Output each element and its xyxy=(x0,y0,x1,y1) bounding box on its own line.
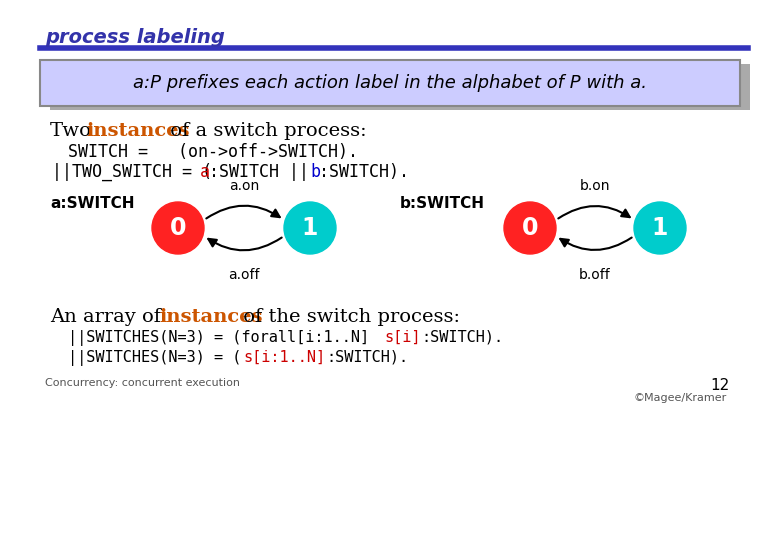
Text: 1: 1 xyxy=(302,216,318,240)
Text: b: b xyxy=(310,163,320,181)
Text: SWITCH =   (on->off->SWITCH).: SWITCH = (on->off->SWITCH). xyxy=(68,143,358,161)
Circle shape xyxy=(504,202,556,254)
Text: s[i:1..N]: s[i:1..N] xyxy=(243,350,325,365)
Text: b.on: b.on xyxy=(580,179,610,193)
Text: :SWITCH).: :SWITCH). xyxy=(326,350,408,365)
Text: process labeling: process labeling xyxy=(45,28,225,47)
Text: of the switch process:: of the switch process: xyxy=(237,308,460,326)
FancyBboxPatch shape xyxy=(40,60,740,106)
Text: Two: Two xyxy=(50,122,98,140)
Text: :SWITCH ||: :SWITCH || xyxy=(209,163,319,181)
Circle shape xyxy=(152,202,204,254)
Text: a.off: a.off xyxy=(229,268,260,282)
Text: a:P prefixes each action label in the alphabet of P with a.: a:P prefixes each action label in the al… xyxy=(133,74,647,92)
Text: b:SWITCH: b:SWITCH xyxy=(400,196,485,211)
Text: ||TWO_SWITCH = (: ||TWO_SWITCH = ( xyxy=(52,163,212,181)
Circle shape xyxy=(284,202,336,254)
Text: 0: 0 xyxy=(522,216,538,240)
Text: of a switch process:: of a switch process: xyxy=(164,122,367,140)
Text: :SWITCH).: :SWITCH). xyxy=(319,163,409,181)
Text: ||SWITCHES(N=3) = (: ||SWITCHES(N=3) = ( xyxy=(68,350,241,366)
Text: a.on: a.on xyxy=(229,179,259,193)
Text: 0: 0 xyxy=(170,216,186,240)
Text: a: a xyxy=(200,163,210,181)
Text: instances: instances xyxy=(86,122,190,140)
Text: a:SWITCH: a:SWITCH xyxy=(50,196,134,211)
Text: 1: 1 xyxy=(652,216,668,240)
Text: ||SWITCHES(N=3) = (forall[i:1..N]: ||SWITCHES(N=3) = (forall[i:1..N] xyxy=(68,330,378,346)
Text: b.off: b.off xyxy=(579,268,611,282)
Text: An array of: An array of xyxy=(50,308,167,326)
FancyBboxPatch shape xyxy=(50,64,750,110)
Text: s[i]: s[i] xyxy=(384,330,420,345)
Text: :SWITCH).: :SWITCH). xyxy=(421,330,503,345)
Circle shape xyxy=(634,202,686,254)
Text: instances: instances xyxy=(159,308,263,326)
Text: ©Magee/Kramer: ©Magee/Kramer xyxy=(633,393,727,403)
Text: 12: 12 xyxy=(711,378,729,393)
Text: Concurrency: concurrent execution: Concurrency: concurrent execution xyxy=(45,378,240,388)
